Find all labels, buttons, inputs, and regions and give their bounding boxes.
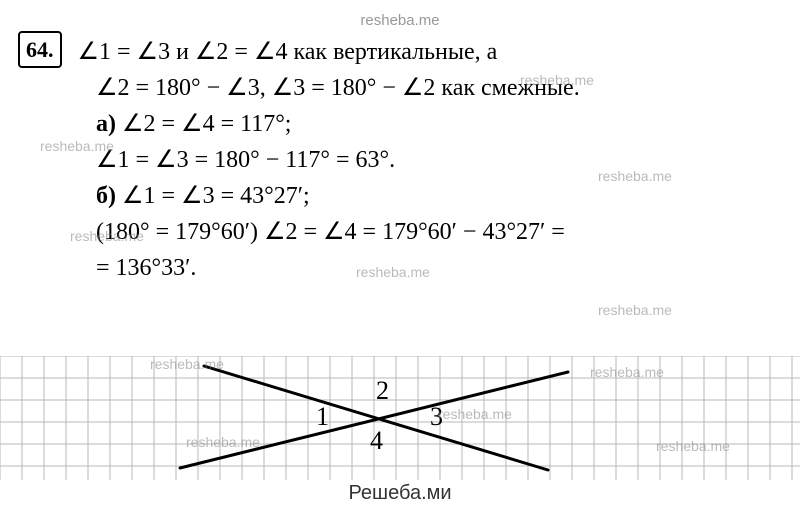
part-a-eq1: ∠2 = ∠4 = 117°; [122,111,291,137]
part-b-eq1: ∠1 = ∠3 = 43°27′; [122,183,310,209]
line-1: 64. ∠1 = ∠3 и ∠2 = ∠4 как вертикальные, … [18,31,782,70]
part-a-label: а) [96,111,122,137]
angle-label-1: 1 [316,402,329,432]
problem-number: 64. [18,31,62,68]
footer-watermark: Решеба.ми [0,482,800,505]
header-watermark: resheba.me [18,12,782,29]
part-b-line3: = 136°33′. [96,250,782,286]
part-b-line2: (180° = 179°60′) ∠2 = ∠4 = 179°60′ − 43°… [96,214,782,250]
watermark-text: resheba.me [598,302,672,318]
angle-label-4: 4 [370,426,383,456]
part-a-line1: а) ∠2 = ∠4 = 117°; [96,106,782,142]
part-b-label: б) [96,183,122,209]
line-2: ∠2 = 180° − ∠3, ∠3 = 180° − ∠2 как смежн… [96,70,782,106]
angle-label-2: 2 [376,376,389,406]
diagram: 1 2 3 4 [0,356,800,480]
diagram-svg [0,356,800,480]
line1-text: ∠1 = ∠3 и ∠2 = ∠4 как вертикальные, а [78,39,498,65]
angle-label-3: 3 [430,402,443,432]
part-b-line1: б) ∠1 = ∠3 = 43°27′; [96,178,782,214]
part-a-line2: ∠1 = ∠3 = 180° − 117° = 63°. [96,142,782,178]
